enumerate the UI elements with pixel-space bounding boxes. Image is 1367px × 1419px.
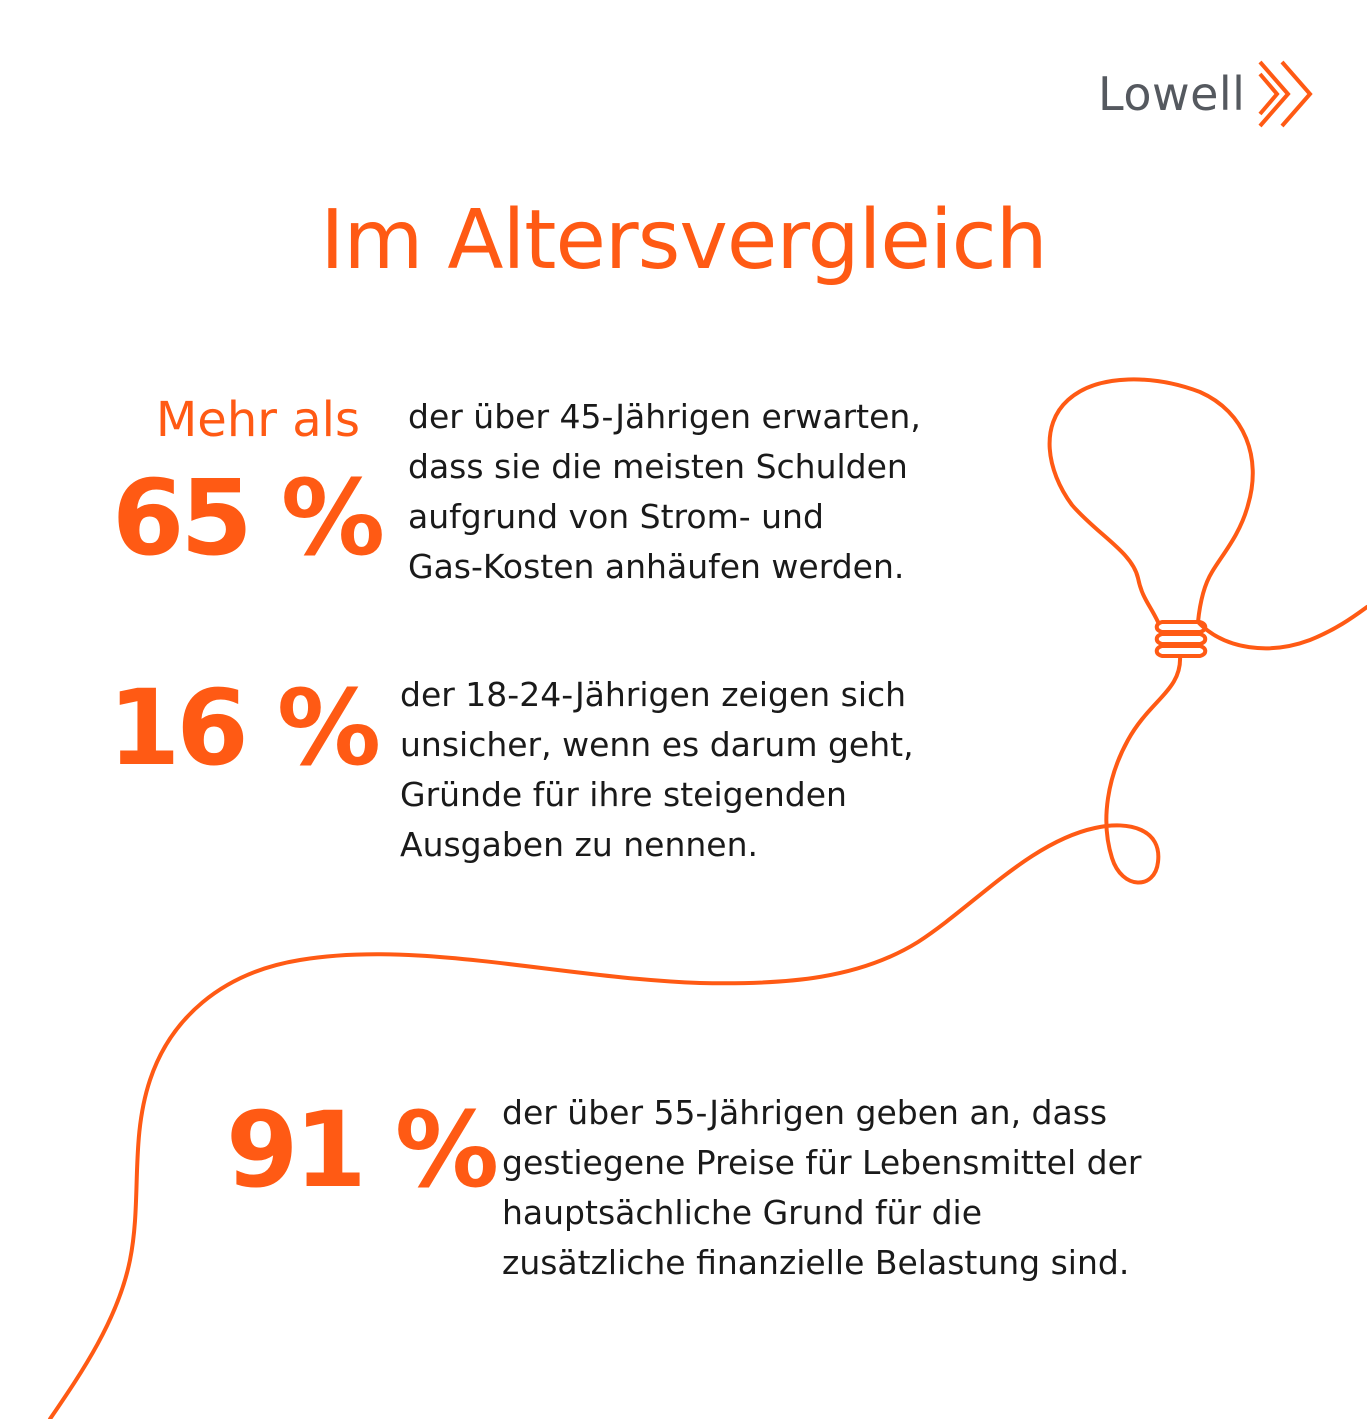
- stat-description: der 18-24-Jährigen zeigen sich unsicher,…: [400, 670, 914, 870]
- description-line: zusätzliche finanzielle Belastung sind.: [502, 1243, 1130, 1282]
- description-line: Gründe für ihre steigenden: [400, 775, 847, 814]
- description-line: aufgrund von Strom- und: [408, 497, 824, 536]
- description-line: Gas-Kosten anhäufen werden.: [408, 547, 905, 586]
- logo-text: Lowell: [1098, 67, 1246, 121]
- page-title: Im Altersvergleich: [320, 193, 1047, 288]
- description-line: hauptsächliche Grund für die: [502, 1193, 983, 1232]
- description-line: der über 45-Jährigen erwarten,: [408, 397, 921, 436]
- description-line: unsicher, wenn es darum geht,: [400, 725, 914, 764]
- stat-description: der über 45-Jährigen erwarten, dass sie …: [408, 392, 921, 592]
- lowell-logo: Lowell: [1098, 60, 1328, 130]
- stat-value: 16 %: [108, 667, 381, 789]
- description-line: gestiegene Preise für Lebensmittel der: [502, 1143, 1142, 1182]
- description-line: der über 55-Jährigen geben an, dass: [502, 1093, 1108, 1132]
- double-chevron-right-icon: [1258, 60, 1313, 128]
- description-line: der 18-24-Jährigen zeigen sich: [400, 675, 907, 714]
- stat-value: 65 %: [112, 457, 385, 579]
- stat-description: der über 55-Jährigen geben an, dass gest…: [502, 1088, 1141, 1288]
- stat-prefix: Mehr als: [155, 392, 360, 448]
- description-line: dass sie die meisten Schulden: [408, 447, 908, 486]
- stat-value: 91 %: [226, 1089, 499, 1211]
- description-line: Ausgaben zu nennen.: [400, 825, 758, 864]
